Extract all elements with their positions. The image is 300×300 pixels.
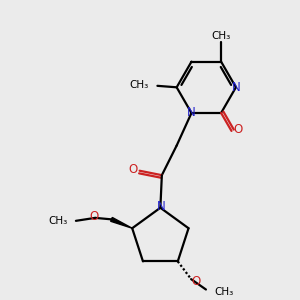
Text: N: N bbox=[157, 200, 165, 213]
Text: CH₃: CH₃ bbox=[212, 31, 231, 41]
Text: CH₃: CH₃ bbox=[130, 80, 149, 90]
Text: O: O bbox=[90, 211, 99, 224]
Text: CH₃: CH₃ bbox=[48, 216, 68, 226]
Text: O: O bbox=[192, 275, 201, 288]
Text: O: O bbox=[128, 163, 137, 176]
Polygon shape bbox=[111, 218, 132, 228]
Text: O: O bbox=[233, 123, 243, 136]
Text: N: N bbox=[187, 106, 196, 119]
Text: CH₃: CH₃ bbox=[214, 287, 233, 298]
Text: N: N bbox=[232, 81, 240, 94]
